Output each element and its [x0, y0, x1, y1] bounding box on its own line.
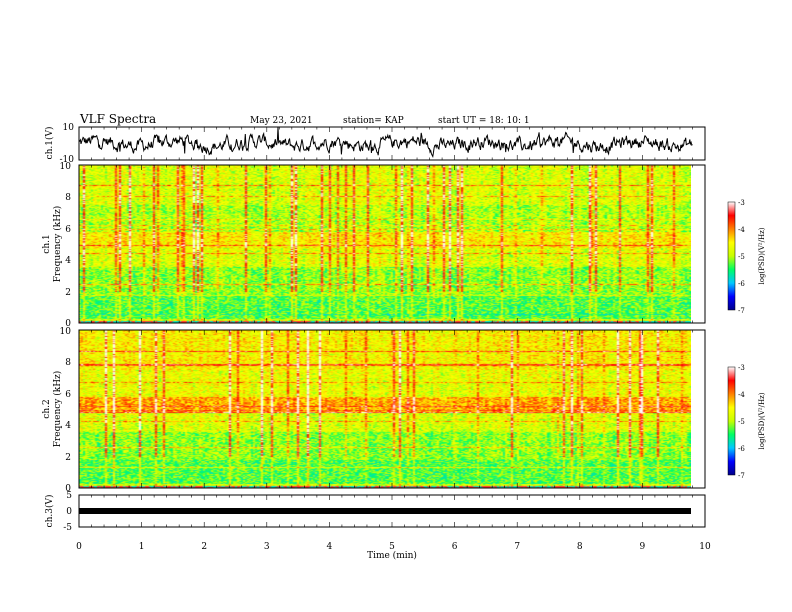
- colorbar-ch1-tick-5: -5: [738, 253, 745, 261]
- xtick-8: 8: [577, 542, 583, 552]
- ch3-ytick-0: 0: [66, 507, 72, 517]
- panel-waveform-ch1: 10 -10 ch.1(V): [44, 123, 706, 165]
- xtick-0: 0: [76, 542, 82, 552]
- colorbar-ch2: -3 -4 -5 -6 -7 log(PSD)(V²/Hz): [727, 364, 766, 480]
- figure-title: VLF Spectra: [79, 112, 156, 126]
- ch1-ytick-2: 2: [65, 288, 71, 298]
- ch2-spectrogram-ylabel-frequency: Frequency (kHz): [52, 371, 63, 448]
- colorbar-ch2-label: log(PSD)(V²/Hz): [758, 392, 766, 449]
- ch1-waveform-ticks: [78, 127, 706, 160]
- ch2-spectrogram-ticks: [78, 330, 706, 488]
- colorbar-ch2-tick-4: -4: [738, 391, 745, 399]
- ch2-ytick-8: 8: [65, 358, 71, 368]
- ch3-ytick-minus5: -5: [63, 523, 72, 533]
- ch1-spectrogram-ticks: [78, 165, 706, 323]
- ch1-ytick-8: 8: [65, 193, 71, 203]
- ch3-waveform-ticks: [78, 495, 706, 527]
- ch2-ytick-0: 0: [65, 484, 71, 494]
- ch1-ytick-4: 4: [65, 256, 71, 266]
- xtick-2: 2: [201, 542, 207, 552]
- x-axis-label: Time (min): [367, 550, 417, 561]
- colorbar-ch1-tick-7: -7: [738, 307, 745, 315]
- xtick-3: 3: [264, 542, 270, 552]
- ch2-ytick-2: 2: [65, 453, 71, 463]
- ch3-waveform-ylabel: ch.3(V): [44, 495, 55, 528]
- colorbar-ch1-tick-3: -3: [738, 199, 745, 207]
- header-start-ut: start UT = 18: 10: 1: [438, 116, 530, 126]
- ch3-waveform-band: [79, 508, 691, 514]
- ch3-ytick-5: 5: [66, 491, 72, 501]
- colorbar-ch1: -3 -4 -5 -6 -7 log(PSD)(V²/Hz): [727, 199, 766, 315]
- ch1-spectrogram-ylabel-channel: ch.1: [42, 234, 52, 253]
- colorbar-ch2-scale: [727, 366, 736, 476]
- ch1-ytick-top: 10: [63, 123, 75, 133]
- xtick-4: 4: [327, 542, 333, 552]
- colorbar-ch2-tick-6: -6: [738, 445, 745, 453]
- panel-spectrogram-ch2: 0 2 4 6 8 10 ch.2 Frequency (kHz): [42, 327, 706, 494]
- xtick-7: 7: [514, 542, 520, 552]
- ch1-waveform-line: [78, 126, 693, 159]
- xtick-9: 9: [640, 542, 646, 552]
- ch2-ytick-4: 4: [65, 421, 71, 431]
- ch2-spectrogram-ylabel-channel: ch.2: [42, 399, 52, 418]
- colorbar-ch2-tick-3: -3: [738, 364, 745, 372]
- ch1-waveform-ylabel: ch.1(V): [44, 127, 55, 160]
- xtick-6: 6: [452, 542, 458, 552]
- ch1-spectrogram-image: [79, 165, 691, 323]
- xtick-5: 5: [389, 542, 395, 552]
- header-date: May 23, 2021: [250, 116, 313, 126]
- ch2-spectrogram-image: [79, 330, 691, 488]
- colorbar-ch1-tick-6: -6: [738, 280, 745, 288]
- colorbar-ch2-tick-5: -5: [738, 418, 745, 426]
- panel-waveform-ch3: 5 0 -5 ch.3(V) 0 1 2 3 4 5 6 7 8 9 10 Ti…: [44, 491, 711, 561]
- xtick-1: 1: [139, 542, 145, 552]
- xtick-10: 10: [699, 542, 711, 552]
- ch2-ytick-10: 10: [60, 327, 72, 337]
- ch1-ytick-0: 0: [65, 319, 71, 329]
- header-station: station= KAP: [343, 116, 404, 126]
- colorbar-ch2-tick-7: -7: [738, 472, 745, 480]
- ch1-ytick-bottom: -10: [60, 155, 75, 165]
- colorbar-ch1-label: log(PSD)(V²/Hz): [758, 227, 766, 284]
- colorbar-ch1-scale: [727, 201, 736, 311]
- colorbar-ch1-tick-4: -4: [738, 226, 745, 234]
- ch1-spectrogram-ylabel-frequency: Frequency (kHz): [52, 206, 63, 283]
- panel-spectrogram-ch1: 0 2 4 6 8 10 ch.1 Frequency (kHz): [42, 162, 706, 329]
- ch2-ytick-6: 6: [65, 390, 71, 400]
- ch1-ytick-6: 6: [65, 225, 71, 235]
- ch1-ytick-10: 10: [60, 162, 72, 172]
